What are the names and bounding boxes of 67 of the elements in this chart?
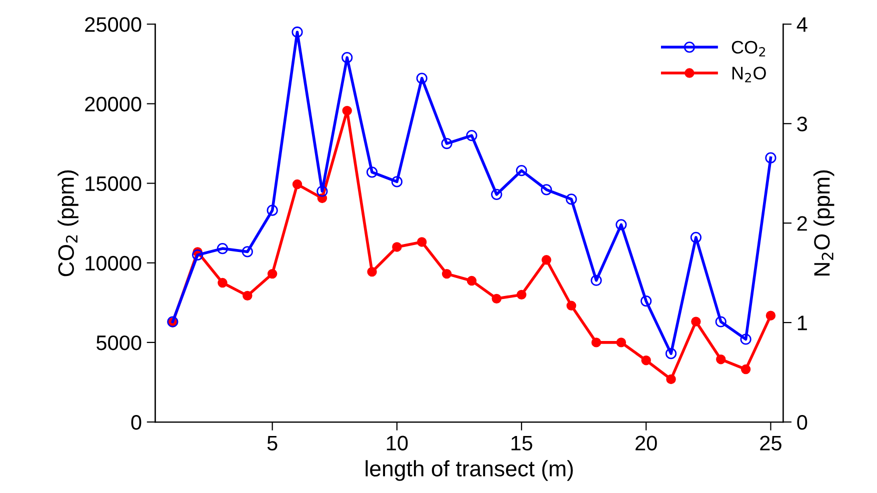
- point: [192, 249, 204, 260]
- point: [715, 316, 726, 328]
- point: [666, 374, 676, 384]
- y-tick-label: 20000: [85, 96, 142, 112]
- point: [267, 268, 278, 279]
- point: [665, 348, 677, 360]
- x-axis-title: length of transect (m): [366, 460, 573, 481]
- point: [740, 334, 752, 345]
- point: [416, 237, 427, 247]
- point: [242, 246, 253, 258]
- y2-tick-label: 3: [797, 116, 808, 132]
- point: [492, 294, 502, 304]
- point: [691, 316, 701, 326]
- point: [616, 219, 627, 230]
- y-tick-label: 25000: [85, 17, 142, 32]
- point: [716, 354, 726, 364]
- point: [416, 72, 428, 84]
- point: [367, 266, 377, 277]
- point: [218, 278, 228, 288]
- point: [466, 276, 477, 286]
- point: [292, 179, 302, 190]
- point: [392, 242, 402, 252]
- legend-label: CO$_{2}$: [732, 40, 766, 56]
- point: [216, 242, 228, 254]
- y2-tick-label: 0: [797, 415, 808, 430]
- point: [266, 204, 278, 216]
- x-tick-label: 20: [636, 436, 657, 451]
- point: [242, 290, 252, 301]
- y2-tick-label: 4: [796, 17, 808, 32]
- x-tick-label: 10: [386, 436, 408, 451]
- point: [616, 338, 626, 348]
- point: [441, 138, 452, 150]
- point: [316, 186, 328, 197]
- x-tick-label: 5: [267, 436, 278, 451]
- x-tick-label: 25: [760, 436, 782, 451]
- y-tick-label: 15000: [86, 176, 142, 192]
- point: [566, 194, 577, 205]
- point: [491, 188, 502, 200]
- y2-tick-label: 2: [797, 216, 807, 231]
- point: [540, 184, 552, 196]
- x-tick-label: 15: [512, 436, 532, 451]
- point: [765, 152, 776, 164]
- point: [542, 255, 552, 265]
- y-tick-label: 0: [131, 415, 142, 430]
- point: [442, 268, 452, 279]
- point: [566, 300, 576, 310]
- point: [641, 355, 651, 366]
- y-tick-label: 10000: [86, 256, 142, 271]
- point: [342, 52, 353, 64]
- point: [590, 274, 602, 286]
- point: [640, 296, 652, 307]
- y-tick-label: 5000: [96, 335, 142, 350]
- point: [516, 165, 528, 176]
- legend-label: N$_{2}$O: [732, 66, 766, 82]
- point: [391, 176, 402, 188]
- y-axis-title: CO$_{2}$ (ppm): [58, 170, 78, 276]
- point: [342, 106, 352, 116]
- point: [366, 166, 378, 178]
- point: [292, 26, 303, 38]
- point: [591, 338, 602, 348]
- y2-tick-label: 1: [798, 316, 807, 330]
- point: [766, 310, 776, 320]
- point: [466, 130, 478, 142]
- y2-axis-title: N$_{2}$O (ppm): [813, 170, 834, 276]
- point: [690, 232, 702, 243]
- point: [740, 364, 751, 374]
- point: [516, 290, 526, 300]
